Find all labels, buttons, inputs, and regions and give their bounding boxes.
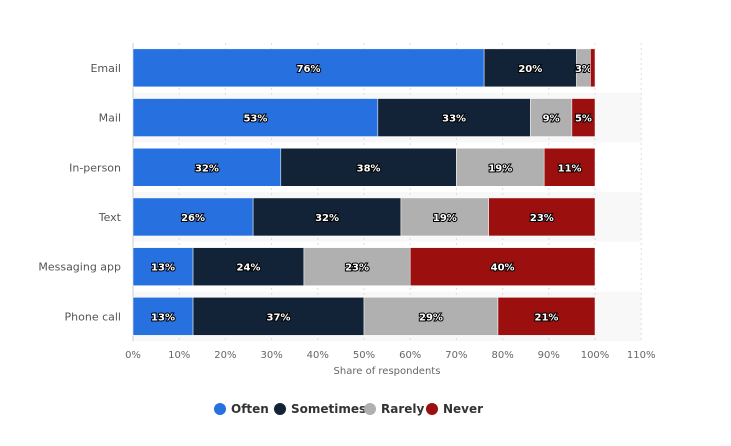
bar-often-mail [132,98,379,137]
bar-never-email [590,48,596,88]
bar-sometimes-messaging-app [192,247,305,286]
data-label: 11% [558,163,582,174]
bar-rarely-in-person [456,148,545,187]
bar-sometimes-phone-call [192,297,365,336]
data-label: 32% [195,163,219,174]
bar-rarely-messaging-app [303,247,411,286]
bar-rarely-text [400,197,489,237]
data-label: 32% [315,213,339,224]
x-tick-label: 30% [260,350,282,361]
legend-label-rarely: Rarely [381,402,425,416]
bar-often-email [132,48,485,88]
data-label: 19% [433,213,457,224]
x-axis-title: Share of respondents [334,366,441,377]
data-label: 26% [181,213,205,224]
x-tick-label: 40% [307,350,329,361]
bar-never-in-person [543,148,596,187]
data-label: 37% [267,312,291,323]
x-tick-label: 60% [399,350,421,361]
data-label: 23% [530,213,554,224]
data-label: 23% [345,263,369,274]
data-label: 33% [442,114,466,125]
legend-label-often: Often [231,402,269,416]
category-label: Mail [99,112,121,125]
x-tick-label: 70% [445,350,467,361]
x-tick-label: 90% [538,350,560,361]
data-label: 5% [575,114,592,125]
category-label: Messaging app [38,261,121,274]
data-label: 13% [151,263,175,274]
data-label: 3% [575,64,592,75]
x-tick-label: 110% [627,350,656,361]
bar-rarely-mail [530,98,573,137]
data-label: 21% [535,312,559,323]
bar-often-in-person [132,148,282,187]
category-label: Email [90,62,121,75]
data-label: 9% [543,114,560,125]
x-tick-label: 0% [125,350,141,361]
legend-marker-often [214,403,226,415]
x-tick-label: 100% [581,350,610,361]
data-label: 76% [297,64,321,75]
bar-never-mail [571,98,596,137]
bar-sometimes-email [483,48,577,88]
category-label: In-person [69,161,121,174]
x-tick-label: 20% [214,350,236,361]
data-label: 19% [488,163,512,174]
legend-label-never: Never [443,402,483,416]
x-tick-label: 50% [353,350,375,361]
bar-often-messaging-app [132,247,194,286]
data-label: 53% [243,114,267,125]
bar-never-phone-call [497,297,596,336]
category-label: Text [98,211,122,224]
data-label: 29% [419,312,443,323]
bar-rarely-phone-call [363,297,499,336]
data-label: 24% [237,263,261,274]
bar-sometimes-in-person [280,148,457,187]
x-tick-label: 80% [491,350,513,361]
data-label: 40% [491,263,515,274]
data-label: 13% [151,312,175,323]
x-tick-label: 10% [168,350,190,361]
legend-marker-rarely [364,403,376,415]
legend-marker-never [426,403,438,415]
data-label: 20% [518,64,542,75]
bar-sometimes-mail [377,98,531,137]
bar-often-text [132,197,254,237]
bar-often-phone-call [132,297,194,336]
bar-sometimes-text [252,197,402,237]
legend-marker-sometimes [274,403,286,415]
data-label: 38% [357,163,381,174]
category-label: Phone call [65,310,121,323]
bar-never-messaging-app [409,247,596,286]
bar-never-text [488,197,596,237]
legend-label-sometimes: Sometimes [291,402,366,416]
